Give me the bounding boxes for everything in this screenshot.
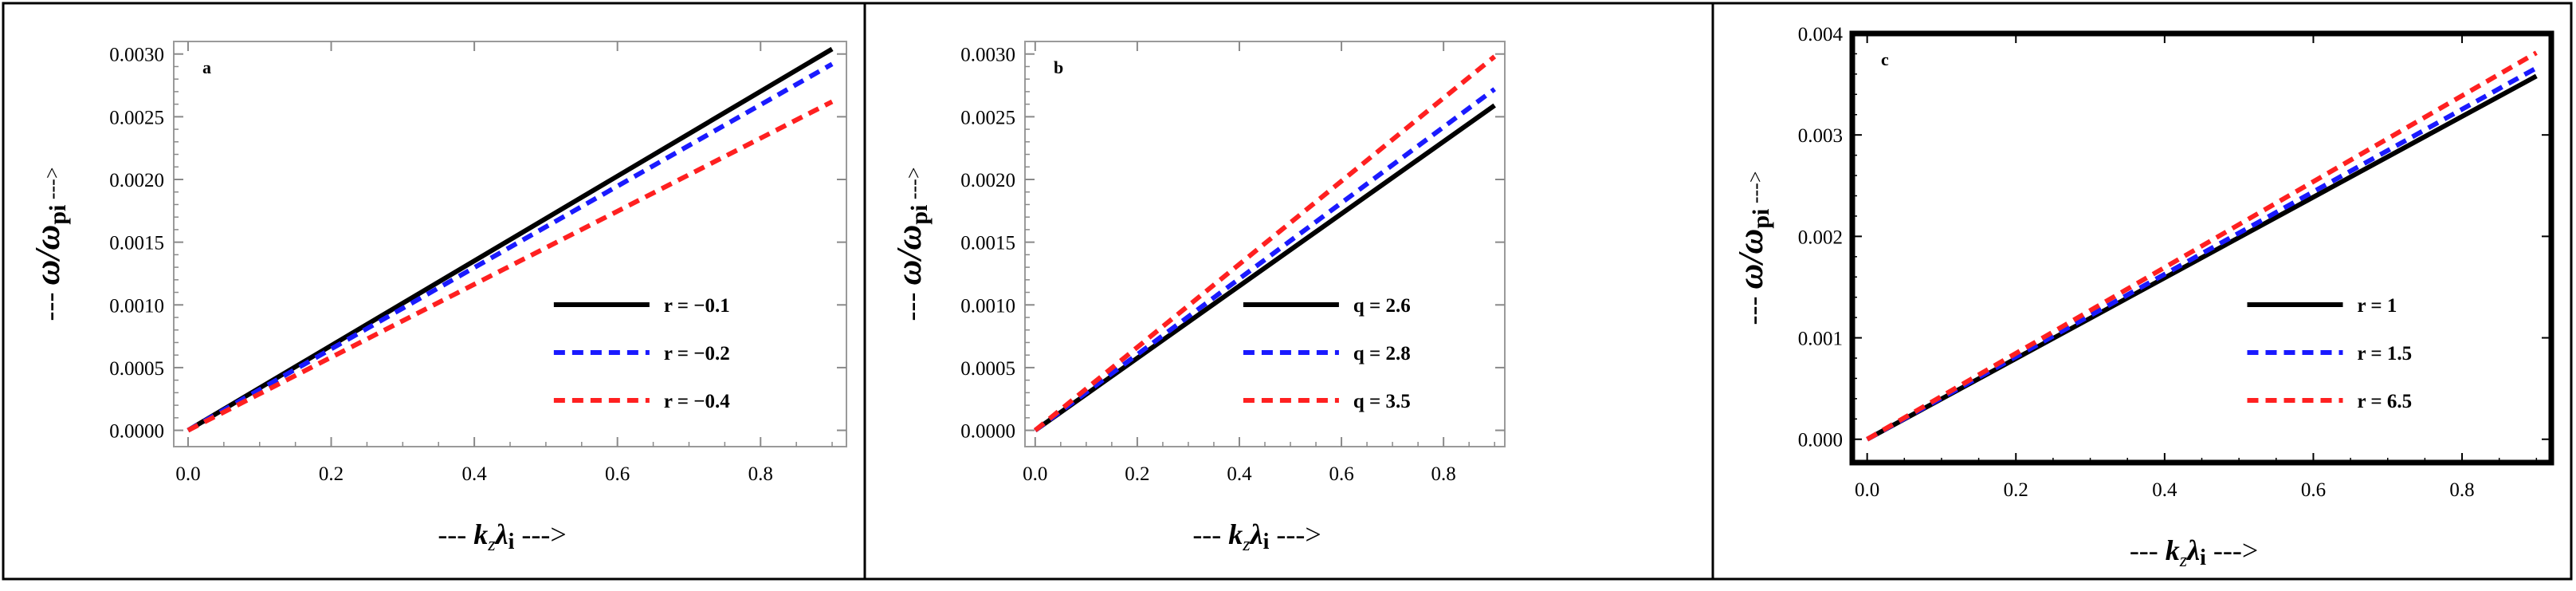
panel-label: a	[202, 57, 211, 77]
x-axis-label: --- kzλi --->	[438, 518, 566, 555]
legend-label: r = 6.5	[2358, 391, 2413, 412]
y-tick-label: 0.004	[1798, 24, 1844, 45]
y-tick-label: 0.0000	[109, 421, 164, 443]
y-tick-label: 0.0010	[109, 295, 164, 317]
x-tick-label: 0.2	[319, 463, 344, 485]
x-tick-label: 0.6	[1329, 463, 1353, 485]
y-axis-label: --- ω/ωpi --->	[889, 167, 933, 321]
y-tick-label: 0.002	[1798, 227, 1843, 248]
series-line-3	[1033, 54, 1497, 432]
y-tick-label: 0.000	[1798, 430, 1843, 451]
legend-label: q = 2.6	[1353, 295, 1411, 317]
y-tick-label: 0.0005	[960, 358, 1015, 380]
y-axis-label: --- ω/ωpi --->	[28, 167, 71, 321]
x-tick-label: 0.8	[1431, 463, 1456, 485]
x-tick-label: 0.0	[1023, 463, 1047, 485]
legend-label: r = 1.5	[2358, 343, 2413, 364]
y-tick-label: 0.0000	[960, 421, 1015, 443]
legend-label: r = 1	[2358, 295, 2397, 317]
y-tick-label: 0.0030	[109, 45, 164, 66]
y-tick-label: 0.0025	[960, 107, 1015, 128]
y-tick-label: 0.0010	[960, 295, 1015, 317]
series-line-2	[1034, 87, 1496, 432]
x-tick-label: 0.4	[2152, 479, 2177, 501]
y-tick-label: 0.0005	[109, 358, 164, 380]
y-axis-label: --- ω/ωpi --->	[1731, 171, 1774, 325]
x-tick-label: 0.6	[605, 463, 630, 485]
x-tick-label: 0.0	[175, 463, 200, 485]
x-tick-label: 0.8	[748, 463, 773, 485]
y-tick-label: 0.0015	[109, 233, 164, 254]
y-tick-label: 0.0020	[960, 170, 1015, 191]
series-line-3	[1866, 50, 2538, 442]
x-tick-label: 0.2	[1125, 463, 1149, 485]
panel-label: b	[1054, 57, 1063, 77]
series-line-1	[1866, 73, 2538, 442]
legend-label: r = −0.2	[664, 343, 730, 364]
series-line-1	[187, 46, 834, 433]
series-line-3	[187, 99, 834, 433]
x-tick-label: 0.0	[1855, 479, 1879, 501]
chart-panel-c: 0.0 0.2 0.4 0.6 0.8 0.000 0.001 0.002 0.003 0.004…	[1731, 24, 2554, 571]
x-tick-label: 0.8	[2449, 479, 2474, 501]
x-tick-label: 0.2	[2004, 479, 2028, 501]
x-axis-label: --- kzλi --->	[2130, 534, 2258, 571]
legend-label: r = −0.1	[664, 295, 730, 317]
y-tick-label: 0.0025	[109, 107, 164, 128]
y-tick-label: 0.001	[1798, 329, 1843, 350]
figure-border	[2, 2, 2573, 581]
legend-label: q = 3.5	[1353, 391, 1411, 412]
x-tick-label: 0.6	[2301, 479, 2326, 501]
chart-panel-b: 0.0 0.2 0.4 0.6 0.8 0.0000 0.0005 0.0010 0.0015 0…	[889, 41, 1506, 555]
y-tick-label: 0.0030	[960, 45, 1015, 66]
chart-panel-a: 0.0 0.2 0.4 0.6 0.8 0.0000 0.0005 0.0010 0.0015 0…	[28, 41, 847, 555]
legend-label: q = 2.8	[1353, 343, 1411, 364]
x-tick-label: 0.4	[461, 463, 487, 485]
series-line-2	[187, 61, 834, 433]
y-tick-label: 0.003	[1798, 125, 1843, 147]
panel-label: c	[1881, 49, 1889, 69]
legend-label: r = −0.4	[664, 391, 730, 412]
y-tick-label: 0.0020	[109, 170, 164, 191]
x-axis-label: --- kzλi --->	[1192, 518, 1321, 555]
y-tick-label: 0.0015	[960, 233, 1015, 254]
x-tick-label: 0.4	[1227, 463, 1252, 485]
